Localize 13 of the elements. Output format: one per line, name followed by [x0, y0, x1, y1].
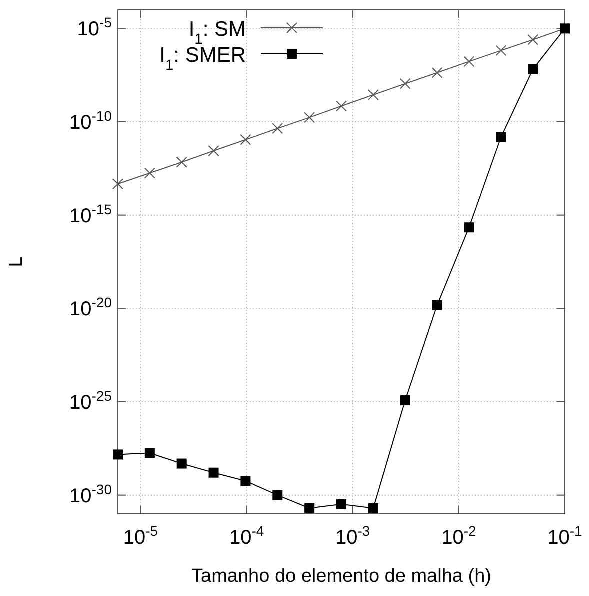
- x-tick-label: 10$^{-5}$: [123, 523, 158, 549]
- y-axis-title: L: [6, 256, 27, 268]
- x-tick-label: 10$^{-3}$: [336, 523, 370, 549]
- x-axis-title: Tamanho do elemento de malha (h): [192, 566, 492, 587]
- x-tick-label: 10$^{-2}$: [442, 523, 476, 549]
- y-tick-label: 10$^{-20}$: [70, 294, 112, 321]
- y-tick-label: 10$^{-25}$: [70, 388, 112, 414]
- y-tick-label: 10$^{-10}$: [70, 108, 112, 134]
- x-tick-label: 10$^{-1}$: [548, 523, 583, 549]
- x-tick-label: 10$^{-4}$: [229, 523, 264, 549]
- y-tick-label: 10$^{-15}$: [70, 201, 112, 228]
- y-tick-label: 10$^{-5}$: [77, 14, 112, 41]
- y-tick-label: 10$^{-30}$: [70, 481, 112, 508]
